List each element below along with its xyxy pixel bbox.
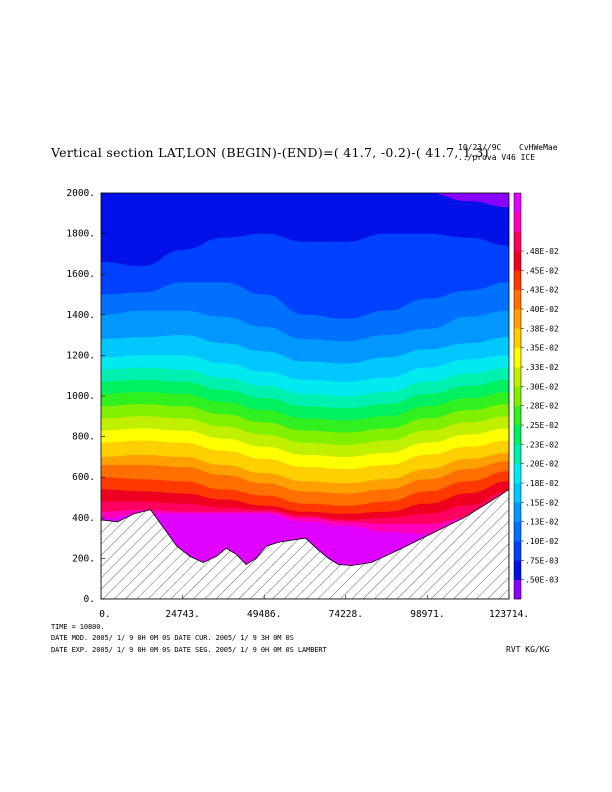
colorbar-label: .28E-02 <box>525 402 559 411</box>
y-tick-label: 1400. <box>66 310 95 321</box>
y-tick-label: 2000. <box>66 188 95 199</box>
colorbar-swatch <box>514 270 521 290</box>
colorbar-label: .33E-02 <box>525 363 559 372</box>
time-label: TIME = 10800. <box>51 623 105 631</box>
colorbar-swatch <box>514 231 521 252</box>
y-tick-label: 1200. <box>66 350 95 361</box>
colorbar-label: .75E-03 <box>525 556 559 565</box>
colorbar-label: .30E-02 <box>525 382 559 391</box>
colorbar-label: .43E-02 <box>525 286 559 295</box>
colorbar-swatch <box>514 463 521 484</box>
y-tick-label: 600. <box>72 472 95 483</box>
x-tick-label: 24743. <box>165 609 199 620</box>
colorbar-swatch <box>514 521 521 542</box>
colorbar-swatch <box>514 444 521 464</box>
colorbar-swatch <box>514 289 521 310</box>
colorbar: .50E-03 .75E-03 .10E-02 .13E-02 .15E-02 .18E-… <box>513 192 559 600</box>
colorbar-swatch <box>514 579 521 600</box>
run-date: 10/23//9C <box>458 143 502 152</box>
date-line-1: DATE MOD. 2005/ 1/ 9 0H 0M 0S DATE CUR. … <box>51 634 294 642</box>
chart-title: Vertical section LAT,LON (BEGIN)-(END)=(… <box>51 145 489 160</box>
y-tick-label: 400. <box>72 513 95 524</box>
colorbar-label: .23E-02 <box>525 440 559 449</box>
y-tick-label: 0. <box>84 594 95 605</box>
colorbar-label: .13E-02 <box>525 518 559 527</box>
x-tick-label: 49486. <box>247 609 281 620</box>
colorbar-swatch <box>514 212 521 232</box>
x-tick-label: 123714. <box>489 609 529 620</box>
x-tick-label: 74228. <box>329 609 363 620</box>
y-tick-label: 1000. <box>66 391 95 402</box>
user-label: CvHWeMae <box>519 143 558 152</box>
y-tick-label: 200. <box>72 553 95 564</box>
units-label: RVT KG/KG <box>506 645 550 654</box>
colorbar-swatch <box>514 560 521 580</box>
y-axis: 0. 200. 400. 600. 800. 1000. 1200. 1400. 1600. 18… <box>66 188 105 605</box>
colorbar-label: .15E-02 <box>525 498 559 507</box>
colorbar-swatch <box>514 367 521 387</box>
colorbar-swatch <box>514 328 521 348</box>
colorbar-swatch <box>514 502 521 522</box>
x-tick-label: 98971. <box>410 609 444 620</box>
colorbar-swatch <box>514 483 521 503</box>
colorbar-swatch <box>514 347 521 368</box>
colorbar-swatch <box>514 541 521 561</box>
colorbar-label: .10E-02 <box>525 537 559 546</box>
colorbar-label: .25E-02 <box>525 421 559 430</box>
y-tick-label: 800. <box>72 432 95 443</box>
terrain-hatch <box>101 488 509 599</box>
x-tick-label: 0. <box>99 609 110 620</box>
colorbar-label: .50E-03 <box>525 576 559 585</box>
colorbar-swatch <box>514 309 521 329</box>
colorbar-swatch <box>514 405 521 426</box>
colorbar-label: .48E-02 <box>525 247 559 256</box>
y-tick-label: 1800. <box>66 229 95 240</box>
x-axis: 0. 24743. 49486. 74228. 98971. 123714. <box>99 595 529 620</box>
terrain-mask <box>101 488 509 599</box>
colorbar-label: .20E-02 <box>525 460 559 469</box>
colorbar-label: .35E-02 <box>525 344 559 353</box>
colorbar-swatch <box>514 251 521 271</box>
colorbar-label: .40E-02 <box>525 305 559 314</box>
colorbar-swatch <box>514 425 521 445</box>
colorbar-label: .18E-02 <box>525 479 559 488</box>
run-name: ../prova V46 ICE <box>458 153 536 162</box>
y-tick-label: 1600. <box>66 269 95 280</box>
colorbar-frame <box>513 192 522 600</box>
colorbar-label: .38E-02 <box>525 324 559 333</box>
colorbar-label: .45E-02 <box>525 266 559 275</box>
colorbar-swatch <box>514 386 521 406</box>
colorbar-swatch <box>514 193 521 213</box>
date-line-2: DATE EXP. 2005/ 1/ 9 0H 0M 0S DATE SEG. … <box>51 646 327 654</box>
